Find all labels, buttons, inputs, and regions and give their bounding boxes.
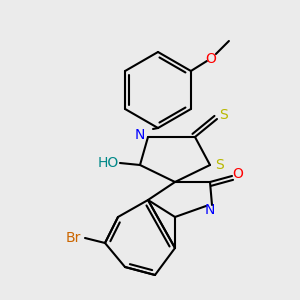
Text: N: N xyxy=(135,128,145,142)
Text: Br: Br xyxy=(65,231,81,245)
Text: S: S xyxy=(216,158,224,172)
Text: HO: HO xyxy=(98,156,118,170)
Text: S: S xyxy=(219,108,227,122)
Text: O: O xyxy=(232,167,243,181)
Text: O: O xyxy=(206,52,216,66)
Text: N: N xyxy=(205,203,215,217)
